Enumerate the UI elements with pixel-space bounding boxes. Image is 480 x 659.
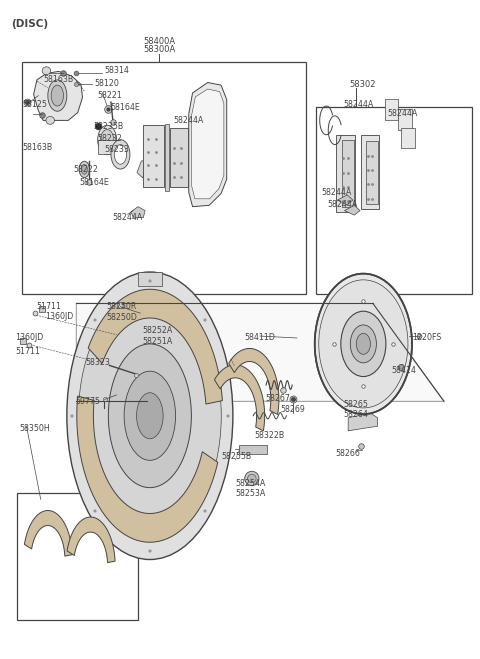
Text: 58235B: 58235B [93,123,123,131]
Text: 58120: 58120 [94,78,119,88]
Ellipse shape [78,292,221,539]
Polygon shape [24,511,72,556]
Ellipse shape [137,393,163,439]
Bar [239,445,266,453]
Text: 58233: 58233 [104,145,129,154]
Ellipse shape [319,280,408,408]
Polygon shape [228,349,279,415]
Bar [316,107,472,293]
Text: 51711: 51711 [15,347,41,356]
Polygon shape [34,71,83,121]
Polygon shape [131,207,145,217]
Ellipse shape [315,273,412,414]
Text: 58265
58264: 58265 58264 [343,399,368,419]
Text: 58221: 58221 [97,91,122,100]
Ellipse shape [100,130,114,150]
Text: 58350H: 58350H [19,424,50,434]
Bar [22,61,306,293]
Polygon shape [76,303,444,401]
Ellipse shape [81,165,87,175]
Text: 58164E: 58164E [80,178,109,187]
Ellipse shape [350,325,376,363]
Text: (DISC): (DISC) [11,18,48,29]
Polygon shape [192,89,224,199]
Bar [361,136,379,209]
Text: 58411D: 58411D [245,333,276,342]
Text: 58414: 58414 [392,366,417,374]
Bar [17,493,138,620]
Text: 58269: 58269 [280,405,305,414]
Text: 58252A
58251A: 58252A 58251A [143,326,173,346]
Bar [366,141,378,204]
Polygon shape [88,289,222,404]
Bar [97,140,117,154]
Bar [165,125,169,191]
Bar [342,140,354,207]
Text: 58400A: 58400A [144,38,175,47]
Ellipse shape [111,140,130,169]
Text: 1220FS: 1220FS [412,333,441,342]
Bar [336,135,355,212]
Text: 1360JD: 1360JD [15,333,44,342]
Bar [384,100,398,121]
Ellipse shape [67,272,233,559]
Ellipse shape [51,85,63,106]
Ellipse shape [42,67,51,74]
Polygon shape [137,161,146,178]
Bar [398,109,412,130]
Bar [170,129,188,187]
Ellipse shape [79,161,90,177]
Text: 58300A: 58300A [143,45,176,54]
Polygon shape [77,396,218,542]
Text: 58163B: 58163B [43,75,73,84]
Polygon shape [67,517,115,563]
Text: 58125: 58125 [23,100,48,109]
Bar [138,272,162,287]
Ellipse shape [108,344,192,488]
Text: 58267: 58267 [265,393,290,403]
Text: 58244A: 58244A [174,116,204,125]
Text: 58244A: 58244A [322,188,352,197]
Text: 58164E: 58164E [110,103,140,112]
Text: 58232: 58232 [97,134,122,142]
Bar [143,125,164,187]
Ellipse shape [341,311,386,376]
Text: 1360JD: 1360JD [46,312,74,321]
Text: 58266: 58266 [335,449,360,458]
Text: 58244A: 58244A [343,100,373,109]
Polygon shape [344,206,360,215]
Text: 58244A: 58244A [328,200,358,208]
Polygon shape [348,413,378,431]
Text: 58254A
58253A: 58254A 58253A [235,478,265,498]
Text: 58244A: 58244A [112,213,142,221]
Text: 58255B: 58255B [221,453,251,461]
Ellipse shape [46,117,55,125]
Text: 59775: 59775 [75,397,100,406]
Text: 58222: 58222 [73,165,98,174]
Polygon shape [189,82,227,207]
Text: 58244A: 58244A [387,109,417,119]
Ellipse shape [124,371,176,461]
Polygon shape [337,195,353,205]
Ellipse shape [245,471,259,486]
Text: 58323: 58323 [86,358,111,366]
Text: 58314: 58314 [105,67,130,75]
Ellipse shape [97,125,117,155]
Polygon shape [215,365,264,431]
Text: 58322B: 58322B [254,431,284,440]
Text: 58250R
58250D: 58250R 58250D [106,302,137,322]
Text: 51711: 51711 [36,302,61,311]
Ellipse shape [114,144,127,164]
Bar [401,128,415,148]
Text: 58163B: 58163B [23,144,53,152]
Ellipse shape [248,474,256,483]
Ellipse shape [48,80,67,111]
Ellipse shape [356,333,371,355]
Text: 58302: 58302 [349,80,376,89]
